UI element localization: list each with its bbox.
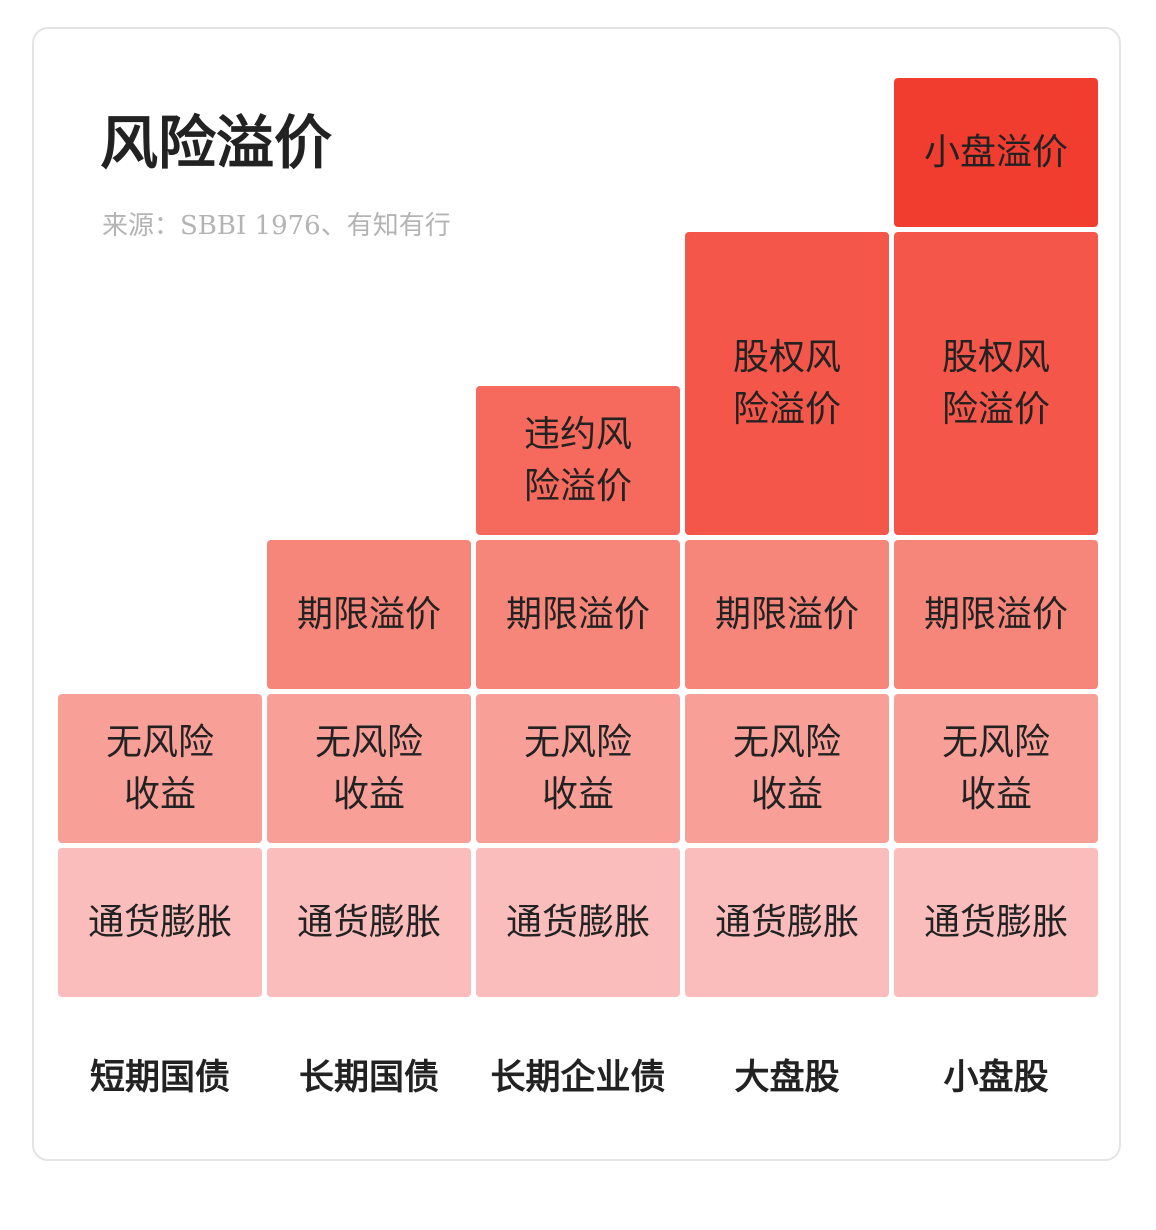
block-default-risk: 违约风 险溢价 [476, 386, 680, 535]
block-risk-free: 无风险 收益 [476, 694, 680, 843]
column-label: 长期企业债 [490, 1058, 666, 1098]
block-small-cap: 小盘溢价 [894, 78, 1098, 227]
block-term: 期限溢价 [267, 540, 471, 689]
block-risk-free: 无风险 收益 [58, 694, 262, 843]
block-term: 期限溢价 [685, 540, 889, 689]
block-risk-free: 无风险 收益 [894, 694, 1098, 843]
block-term: 期限溢价 [894, 540, 1098, 689]
column-label: 小盘股 [943, 1058, 1049, 1098]
block-risk-free: 无风险 收益 [267, 694, 471, 843]
block-inflation: 通货膨胀 [58, 848, 262, 997]
block-inflation: 通货膨胀 [267, 848, 471, 997]
source-note: 来源：SBBI 1976、有知有行 [102, 211, 451, 241]
diagram-title: 风险溢价 [100, 109, 333, 177]
column-label: 短期国债 [89, 1058, 230, 1098]
block-inflation: 通货膨胀 [476, 848, 680, 997]
block-equity: 股权风 险溢价 [685, 232, 889, 535]
block-equity: 股权风 险溢价 [894, 232, 1098, 535]
column-label: 大盘股 [734, 1058, 840, 1098]
block-inflation: 通货膨胀 [894, 848, 1098, 997]
block-inflation: 通货膨胀 [685, 848, 889, 997]
block-term: 期限溢价 [476, 540, 680, 689]
column-label: 长期国债 [298, 1058, 439, 1098]
block-risk-free: 无风险 收益 [685, 694, 889, 843]
